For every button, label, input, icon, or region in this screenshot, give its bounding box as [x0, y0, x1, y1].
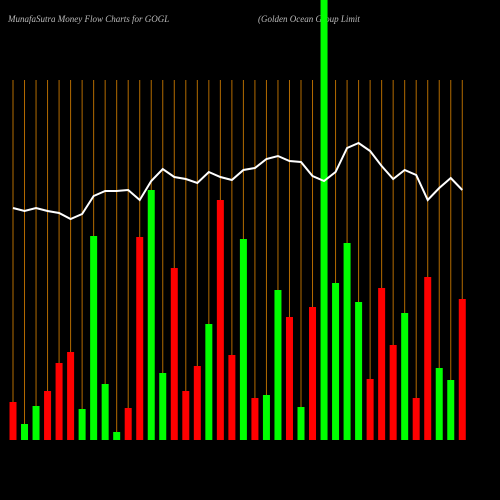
bar: [136, 237, 144, 440]
bar: [355, 302, 363, 440]
bar: [285, 317, 293, 440]
bar: [147, 190, 155, 440]
bar: [274, 290, 282, 440]
bar: [32, 406, 40, 440]
bar: [170, 268, 178, 440]
bar: [55, 363, 63, 440]
bar: [297, 407, 305, 440]
bar: [366, 379, 374, 440]
bar: [78, 409, 86, 440]
bar: [401, 313, 409, 440]
bar: [90, 236, 98, 440]
bar: [101, 384, 109, 440]
bar: [251, 398, 259, 440]
chart-subtitle: (Golden Ocean Group Limit: [258, 14, 360, 24]
bar: [193, 366, 201, 440]
bar: [435, 368, 443, 440]
bar: [412, 398, 420, 440]
chart-title: MunafaSutra Money Flow Charts for GOGL: [7, 14, 169, 24]
bar: [447, 380, 455, 440]
bar: [21, 424, 29, 440]
bar: [124, 408, 132, 440]
bar: [309, 307, 317, 440]
bar: [239, 239, 247, 440]
bar: [458, 299, 466, 440]
bar: [378, 288, 386, 440]
bar: [343, 243, 351, 440]
bar: [9, 402, 17, 440]
money-flow-line: [12, 141, 464, 221]
bar: [389, 345, 397, 440]
bar: [67, 352, 75, 440]
bar: [320, 0, 328, 440]
bar: [216, 200, 224, 440]
bar: [113, 432, 121, 440]
bar: [44, 391, 52, 440]
bar: [182, 391, 190, 440]
bar: [228, 355, 236, 440]
bar: [262, 395, 270, 440]
bar: [332, 283, 340, 440]
bar: [205, 324, 213, 440]
bar: [159, 373, 167, 440]
bar: [424, 277, 432, 440]
